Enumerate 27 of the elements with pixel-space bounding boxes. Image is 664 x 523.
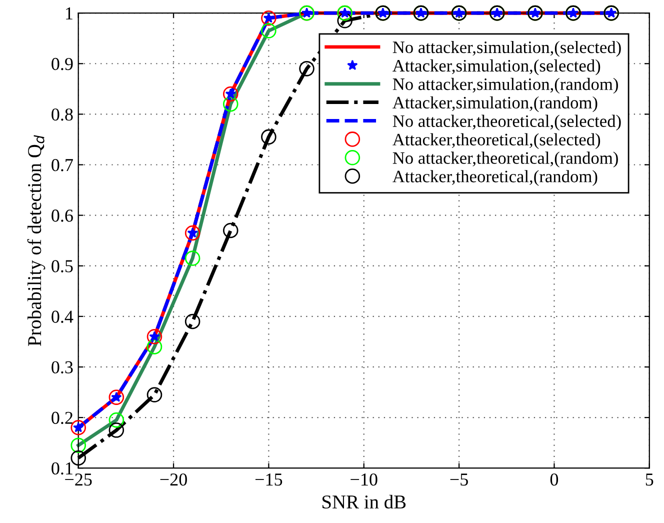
legend-label: Attacker,theoretical,(random) xyxy=(392,170,598,186)
x-tick-label: 5 xyxy=(646,474,654,486)
legend-label: Attacker,simulation,(selected) xyxy=(392,59,600,76)
legend-label: No attacker,simulation,(random) xyxy=(392,78,618,94)
y-tick-label: 0.3 xyxy=(52,361,73,374)
x-tick-label: −10 xyxy=(350,473,378,486)
y-tick-label: 0.9 xyxy=(52,58,73,70)
x-axis-title: SNR in dB xyxy=(322,494,406,509)
x-tick-label: −5 xyxy=(450,474,468,486)
y-axis-title: Probability of detection Q$_{d}$ xyxy=(27,135,46,346)
y-tick-label: 1 xyxy=(66,7,72,20)
y-tick-label: 0.7 xyxy=(52,159,73,172)
y-tick-label: 0.4 xyxy=(52,310,74,323)
x-tick-label: 0 xyxy=(550,473,558,486)
y-tick-label: 0.6 xyxy=(52,210,73,222)
legend-label: No attacker,theoretical,(selected) xyxy=(392,114,621,131)
legend-label: No attacker,simulation,(selected) xyxy=(392,40,621,57)
y-tick-label: 0.8 xyxy=(52,108,73,121)
legend-label: Attacker,theoretical,(selected) xyxy=(392,133,600,149)
x-tick-label: −20 xyxy=(160,473,187,486)
y-tick-label: 0.5 xyxy=(52,260,73,272)
legend-label: No attacker,theoretical,(random) xyxy=(392,152,618,168)
x-tick-label: −15 xyxy=(255,474,282,486)
x-tick-label: −25 xyxy=(65,474,92,486)
y-tick-label: 0.1 xyxy=(52,462,72,475)
legend-label: Attacker,simulation,(random) xyxy=(392,96,598,112)
y-tick-label: 0.2 xyxy=(52,412,72,424)
